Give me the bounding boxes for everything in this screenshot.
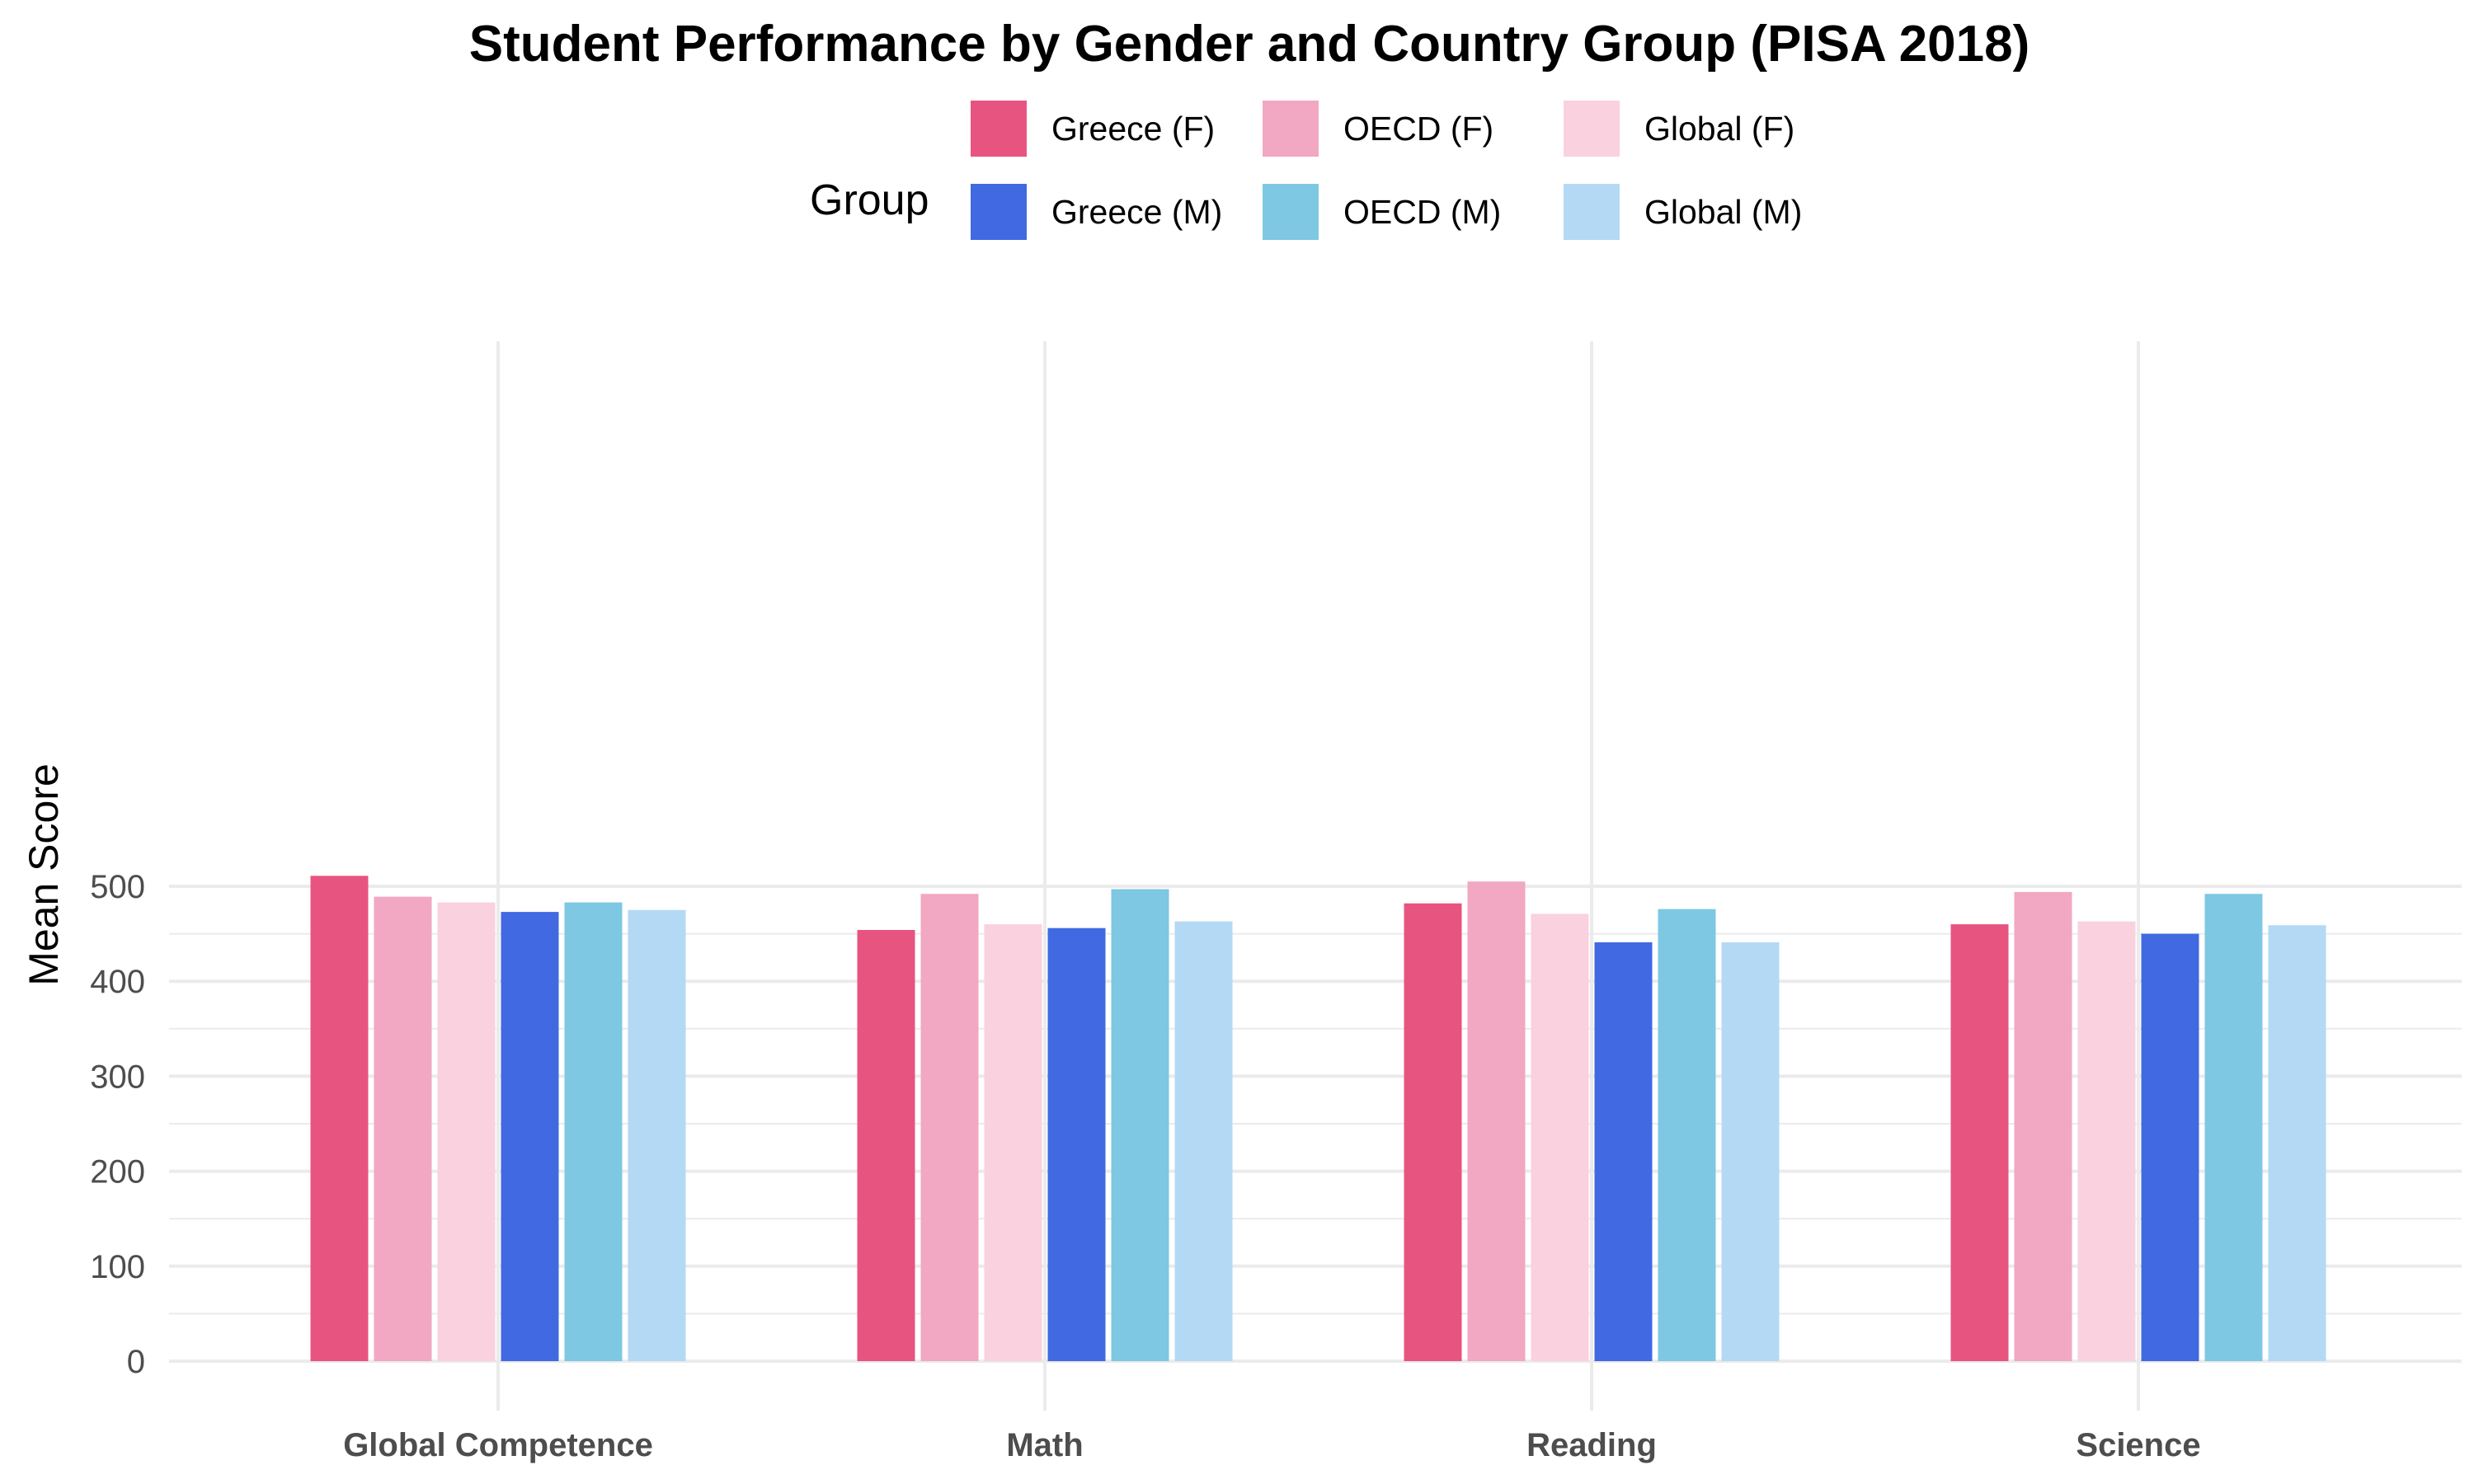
- bar: [2268, 925, 2326, 1361]
- legend-label: Global (M): [1644, 193, 1802, 231]
- bar: [1531, 913, 1589, 1361]
- chart-title: Student Performance by Gender and Countr…: [469, 16, 2030, 73]
- y-tick-label: 200: [90, 1154, 145, 1190]
- legend-label: Greece (F): [1051, 110, 1215, 148]
- y-axis-title: Mean Score: [21, 763, 67, 986]
- y-tick-label: 0: [127, 1344, 145, 1380]
- legend-key: [971, 101, 1027, 157]
- legend-key: [1564, 184, 1620, 240]
- bar: [564, 902, 623, 1361]
- legend-key: [1564, 101, 1620, 157]
- bar: [2014, 891, 2072, 1361]
- y-axis-ticks: 0 100 200 300 400 500: [90, 869, 145, 1380]
- bar: [984, 924, 1042, 1361]
- y-tick-label: 500: [90, 869, 145, 905]
- x-tick-label: Global Competence: [343, 1427, 653, 1463]
- legend-label: Greece (M): [1051, 193, 1222, 231]
- bar: [1721, 942, 1780, 1361]
- bar: [437, 902, 496, 1361]
- legend: Greece (F) OECD (F) Global (F) Greece (M) OE…: [971, 101, 1802, 240]
- legend-key: [1263, 184, 1319, 240]
- legend-key: [1263, 101, 1319, 157]
- legend-label: OECD (F): [1343, 110, 1493, 148]
- bar: [1047, 928, 1106, 1361]
- bar: [501, 912, 559, 1361]
- x-tick-label: Reading: [1526, 1427, 1657, 1463]
- x-tick-label: Science: [2076, 1427, 2200, 1463]
- legend-label: OECD (M): [1343, 193, 1501, 231]
- bar: [2204, 894, 2263, 1361]
- y-tick-label: 400: [90, 964, 145, 1000]
- bar: [920, 894, 979, 1361]
- bar: [1404, 903, 1462, 1361]
- bar: [2077, 921, 2136, 1361]
- legend-key: [971, 184, 1027, 240]
- y-tick-label: 100: [90, 1249, 145, 1285]
- bar: [857, 929, 915, 1361]
- y-tick-label: 300: [90, 1059, 145, 1095]
- plot-bars: [310, 876, 2326, 1361]
- bar: [310, 876, 369, 1361]
- bar: [628, 909, 686, 1361]
- bar: [1594, 942, 1653, 1361]
- bar: [1658, 909, 1716, 1361]
- bar: [1111, 889, 1169, 1361]
- x-tick-label: Math: [1006, 1427, 1083, 1463]
- bar: [2141, 933, 2199, 1361]
- bar: [374, 896, 432, 1361]
- x-axis-ticks: Global Competence Math Reading Science: [343, 1427, 2200, 1463]
- legend-label: Global (F): [1644, 110, 1794, 148]
- bar: [1174, 921, 1233, 1361]
- legend-title: Group: [810, 176, 929, 224]
- bar: [1467, 881, 1526, 1361]
- bar: [1950, 924, 2009, 1361]
